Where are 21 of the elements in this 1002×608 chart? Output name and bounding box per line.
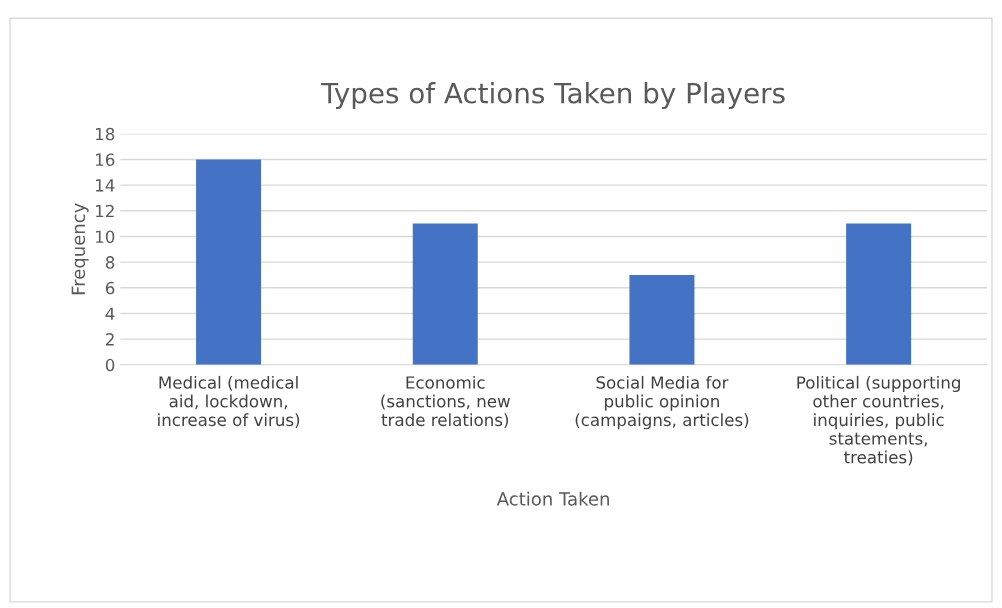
y-tick-label: 4 (105, 307, 115, 320)
y-tick-label: 0 (105, 358, 115, 372)
y-tick-label: 2 (106, 333, 114, 346)
y-axis-title: Frequency (71, 203, 89, 295)
bar (196, 159, 262, 365)
bar (412, 223, 478, 365)
x-axis-title: Action Taken (496, 491, 609, 506)
x-tick-label: Social Media for public opinion (campaigns, articles) (575, 375, 749, 430)
x-tick-label: Medical (medical aid, lockdown, increase of virus) (158, 375, 300, 429)
bar (629, 274, 695, 365)
y-tick-label: 16 (96, 153, 115, 166)
y-tick-label: 8 (105, 256, 115, 269)
chart-title: Types of Actions Taken by Players (321, 82, 785, 109)
y-tick-label: 6 (105, 281, 115, 295)
x-tick-label: Economic (sanctions, new trade relations) (381, 375, 510, 429)
y-tick-label: 18 (96, 127, 115, 141)
x-tick-label: Political (supporting other countries, inquiries, public statements, treaties) (797, 375, 960, 466)
bar (846, 223, 912, 365)
y-tick-label: 12 (96, 204, 114, 218)
y-tick-label: 14 (96, 179, 115, 192)
y-tick-label: 10 (96, 230, 115, 244)
